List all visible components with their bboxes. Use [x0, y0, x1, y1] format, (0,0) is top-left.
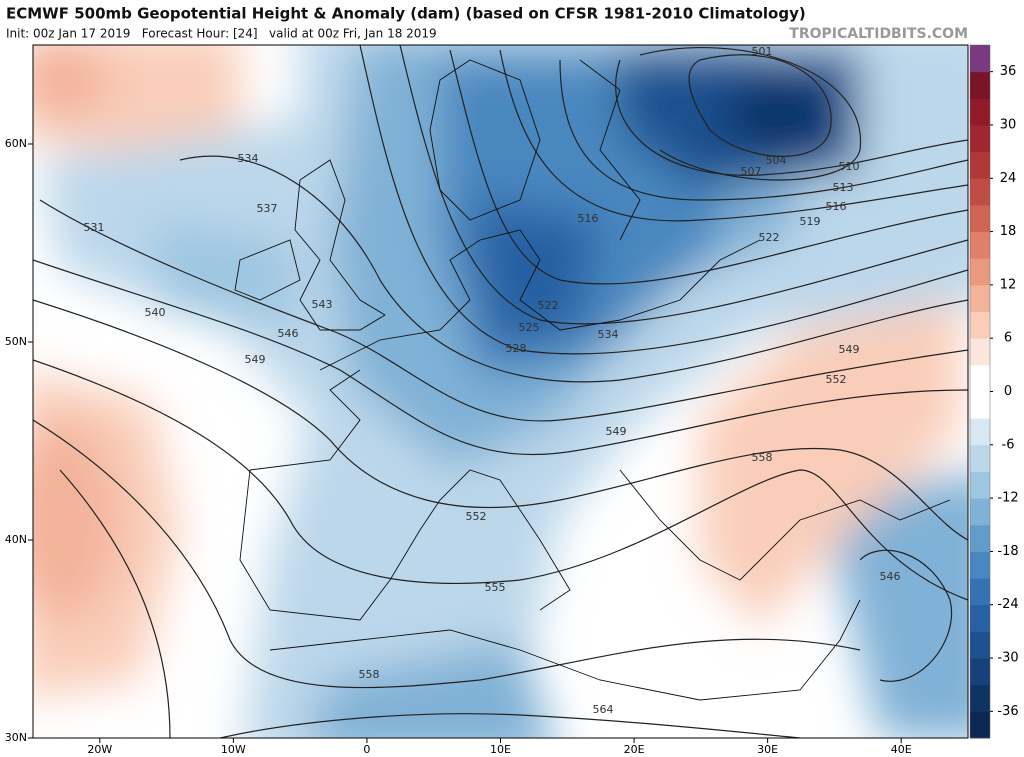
contour-label: 519 — [800, 215, 821, 228]
colorbar-label: 12 — [1000, 277, 1017, 292]
colorbar-bin — [970, 338, 990, 366]
map-area — [33, 45, 968, 738]
contour-label: 516 — [826, 200, 847, 213]
lon-label: 40E — [891, 743, 912, 756]
contour-label: 534 — [238, 152, 259, 165]
colorbar-label: 0 — [1004, 384, 1012, 399]
colorbar-bin — [970, 124, 990, 153]
contour-label: 528 — [506, 342, 527, 355]
colorbar-bin — [970, 418, 990, 446]
contour-label: 549 — [245, 353, 266, 366]
colorbar-bin — [970, 498, 990, 526]
contour-label: 534 — [598, 328, 619, 341]
title: ECMWF 500mb Geopotential Height & Anomal… — [6, 5, 806, 23]
lon-label: 20W — [87, 743, 112, 756]
lat-label: 30N — [5, 731, 27, 744]
colorbar-bin — [970, 311, 990, 339]
contour-label: 525 — [519, 321, 540, 334]
colorbar-label: 24 — [1000, 171, 1017, 186]
lon-label: 30E — [757, 743, 778, 756]
colorbar-bin — [970, 45, 990, 73]
lat-label: 50N — [5, 335, 27, 348]
contour-label: 522 — [538, 299, 559, 312]
height-contours — [33, 45, 968, 738]
coastlines — [234, 59, 951, 701]
contour-label: 510 — [839, 160, 860, 173]
lon-label: 0 — [363, 743, 370, 756]
contour-label: 507 — [741, 165, 762, 178]
colorbar-bin — [970, 604, 990, 632]
colorbar-label: 30 — [1000, 117, 1017, 132]
colorbar-label: 18 — [1000, 224, 1017, 239]
lon-label: 20E — [624, 743, 645, 756]
contour-label: 501 — [752, 45, 773, 58]
lon-label: 10W — [221, 743, 246, 756]
colorbar-label: -24 — [997, 597, 1018, 612]
contour-label: 555 — [485, 581, 506, 594]
colorbar-bin — [970, 71, 990, 99]
site-credit: TROPICALTIDBITS.COM — [789, 26, 968, 42]
contour-label: 552 — [466, 510, 487, 523]
colorbar-bin — [970, 471, 990, 499]
colorbar-label: -12 — [997, 491, 1018, 506]
anomaly-shading — [33, 45, 968, 738]
colorbar-label: 36 — [1000, 64, 1017, 79]
colorbar-bin — [970, 551, 990, 579]
contour-label: 522 — [759, 231, 780, 244]
lat-label: 60N — [5, 137, 27, 150]
colorbar-label: 6 — [1004, 331, 1012, 346]
contour-label: 549 — [839, 343, 860, 356]
colorbar-bin — [970, 231, 990, 259]
contour-label: 513 — [833, 181, 854, 194]
colorbar-bin — [970, 578, 990, 606]
colorbar-bin — [970, 364, 990, 392]
contour-label: 540 — [145, 306, 166, 319]
colorbar-bin — [970, 204, 990, 233]
contour-label: 546 — [880, 570, 901, 583]
contour-label: 546 — [278, 327, 299, 340]
lon-label: 10E — [490, 743, 511, 756]
colorbar-bin — [970, 98, 990, 126]
colorbar-bin — [970, 151, 990, 179]
colorbar-label: -18 — [997, 544, 1018, 559]
colorbar-bin — [970, 444, 990, 472]
colorbar-bin — [970, 684, 990, 712]
colorbar-label: -6 — [1002, 437, 1015, 452]
subtitle: Init: 00z Jan 17 2019 Forecast Hour: [24… — [6, 27, 437, 41]
contour-label: 552 — [826, 373, 847, 386]
contour-label: 558 — [359, 668, 380, 681]
colorbar-label: -36 — [997, 704, 1018, 719]
lat-label: 40N — [5, 533, 27, 546]
contour-label: 549 — [606, 425, 627, 438]
colorbar-bin — [970, 631, 990, 659]
contour-label: 537 — [257, 202, 278, 215]
contour-label: 564 — [593, 703, 614, 716]
contour-label: 516 — [578, 212, 599, 225]
colorbar-bin — [970, 524, 990, 552]
colorbar-label: -30 — [997, 651, 1018, 666]
colorbar-bin — [970, 711, 990, 739]
colorbar-bin — [970, 284, 990, 313]
contour-label: 543 — [312, 298, 333, 311]
contour-label: 558 — [752, 451, 773, 464]
colorbar-bin — [970, 258, 990, 286]
colorbar-bin — [970, 658, 990, 686]
colorbar-bin — [970, 178, 990, 206]
contour-label: 531 — [84, 221, 105, 234]
colorbar-bin — [970, 391, 990, 419]
contour-label: 504 — [766, 154, 787, 167]
